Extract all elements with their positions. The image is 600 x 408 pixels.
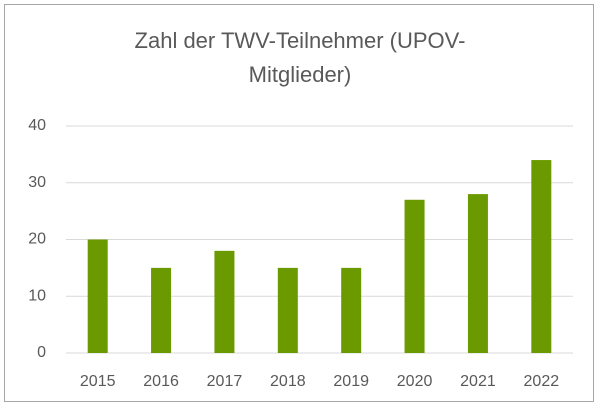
chart-title: Zahl der TWV-Teilnehmer (UPOV-Mitglieder… <box>134 28 466 87</box>
y-tick-label: 30 <box>28 174 46 191</box>
x-tick-label: 2019 <box>333 373 369 390</box>
x-tick-label: 2020 <box>397 373 433 390</box>
y-tick-label: 20 <box>28 231 46 248</box>
bar <box>531 160 552 353</box>
bar <box>214 250 235 353</box>
x-tick-label: 2016 <box>143 373 179 390</box>
y-tick-label: 10 <box>28 287 46 304</box>
bar <box>467 194 488 353</box>
bar <box>277 267 298 353</box>
y-tick-label: 0 <box>37 344 46 361</box>
x-tick-label: 2018 <box>270 373 306 390</box>
bar <box>87 239 108 353</box>
bar <box>151 267 172 353</box>
x-tick-label: 2017 <box>207 373 243 390</box>
chart-frame <box>4 4 594 402</box>
x-tick-label: 2015 <box>80 373 116 390</box>
y-tick-label: 40 <box>28 117 46 134</box>
bar <box>341 267 362 353</box>
bar <box>404 199 425 353</box>
x-tick-label: 2022 <box>524 373 560 390</box>
x-tick-label: 2021 <box>460 373 496 390</box>
